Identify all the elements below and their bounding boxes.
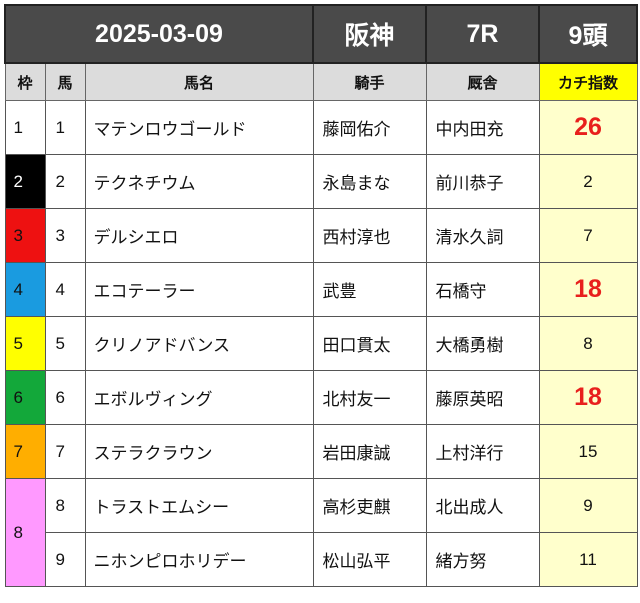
horse-name-cell: マテンロウゴールド — [84, 100, 314, 155]
kachi-index-cell: 8 — [538, 316, 638, 371]
waku-cell: 5 — [4, 316, 46, 371]
horse-name-cell: エボルヴィング — [84, 370, 314, 425]
uma-number-cell: 5 — [44, 316, 86, 371]
kachi-index-cell: 26 — [538, 100, 638, 155]
horse-name-cell: ステラクラウン — [84, 424, 314, 479]
table-row: 1 1 マテンロウゴールド 藤岡佑介 中内田充 26 — [4, 100, 638, 155]
table-row: 4 4 エコテーラー 武豊 石橋守 18 — [4, 262, 638, 317]
col-horse-name: 馬名 — [84, 62, 314, 101]
kachi-index-cell: 9 — [538, 478, 638, 533]
uma-number-cell: 6 — [44, 370, 86, 425]
trainer-cell: 中内田充 — [425, 100, 540, 155]
jockey-cell: 高杉吏麒 — [312, 478, 427, 533]
trainer-cell: 大橋勇樹 — [425, 316, 540, 371]
col-jockey: 騎手 — [312, 62, 427, 101]
table-body: 1 1 マテンロウゴールド 藤岡佑介 中内田充 26 2 2 テクネチウム 永島まな 前川恭子 2 3 3… — [4, 100, 638, 587]
kachi-index-cell: 2 — [538, 154, 638, 209]
horse-name-cell: デルシエロ — [84, 208, 314, 263]
uma-number-cell: 1 — [44, 100, 86, 155]
trainer-cell: 清水久詞 — [425, 208, 540, 263]
waku-cell: 8 — [4, 478, 46, 587]
horse-name-cell: トラストエムシー — [84, 478, 314, 533]
uma-number-cell: 3 — [44, 208, 86, 263]
kachi-index-cell: 7 — [538, 208, 638, 263]
table-row: 3 3 デルシエロ 西村淳也 清水久詞 7 — [4, 208, 638, 263]
race-header-row: 2025-03-09 阪神 7R 9頭 — [4, 4, 638, 64]
race-venue: 阪神 — [312, 4, 427, 64]
trainer-cell: 前川恭子 — [425, 154, 540, 209]
trainer-cell: 北出成人 — [425, 478, 540, 533]
jockey-cell: 西村淳也 — [312, 208, 427, 263]
jockey-cell: 藤岡佑介 — [312, 100, 427, 155]
uma-number-cell: 9 — [44, 532, 86, 587]
trainer-cell: 石橋守 — [425, 262, 540, 317]
trainer-cell: 上村洋行 — [425, 424, 540, 479]
col-kachi-index: カチ指数 — [538, 62, 638, 101]
kachi-index-cell: 18 — [538, 370, 638, 425]
jockey-cell: 田口貫太 — [312, 316, 427, 371]
trainer-cell: 緒方努 — [425, 532, 540, 587]
runner-count: 9頭 — [538, 4, 638, 64]
kachi-index-cell: 18 — [538, 262, 638, 317]
col-trainer: 厩舎 — [425, 62, 540, 101]
uma-number-cell: 2 — [44, 154, 86, 209]
waku-cell: 2 — [4, 154, 46, 209]
jockey-cell: 岩田康誠 — [312, 424, 427, 479]
table-row: 5 5 クリノアドバンス 田口貫太 大橋勇樹 8 — [4, 316, 638, 371]
jockey-cell: 北村友一 — [312, 370, 427, 425]
race-number: 7R — [425, 4, 540, 64]
column-header-row: 枠 馬 馬名 騎手 厩舎 カチ指数 — [4, 62, 638, 101]
horse-name-cell: ニホンピロホリデー — [84, 532, 314, 587]
col-uma: 馬 — [44, 62, 86, 101]
race-date: 2025-03-09 — [4, 4, 314, 64]
waku-cell: 1 — [4, 100, 46, 155]
horse-name-cell: クリノアドバンス — [84, 316, 314, 371]
table-row: 6 6 エボルヴィング 北村友一 藤原英昭 18 — [4, 370, 638, 425]
horse-name-cell: テクネチウム — [84, 154, 314, 209]
table-row: 9 ニホンピロホリデー 松山弘平 緒方努 11 — [5, 532, 638, 587]
waku-cell: 7 — [4, 424, 46, 479]
jockey-cell: 武豊 — [312, 262, 427, 317]
waku-cell: 6 — [4, 370, 46, 425]
col-waku: 枠 — [4, 62, 46, 101]
table-row: 7 7 ステラクラウン 岩田康誠 上村洋行 15 — [4, 424, 638, 479]
waku-cell: 4 — [4, 262, 46, 317]
table-row: 2 2 テクネチウム 永島まな 前川恭子 2 — [4, 154, 638, 209]
jockey-cell: 松山弘平 — [312, 532, 427, 587]
trainer-cell: 藤原英昭 — [425, 370, 540, 425]
kachi-index-cell: 11 — [538, 532, 638, 587]
uma-number-cell: 4 — [44, 262, 86, 317]
jockey-cell: 永島まな — [312, 154, 427, 209]
kachi-index-cell: 15 — [538, 424, 638, 479]
horse-name-cell: エコテーラー — [84, 262, 314, 317]
uma-number-cell: 7 — [44, 424, 86, 479]
uma-number-cell: 8 — [44, 478, 86, 533]
table-row: 8 8 トラストエムシー 高杉吏麒 北出成人 9 — [4, 478, 638, 587]
waku-cell: 3 — [4, 208, 46, 263]
